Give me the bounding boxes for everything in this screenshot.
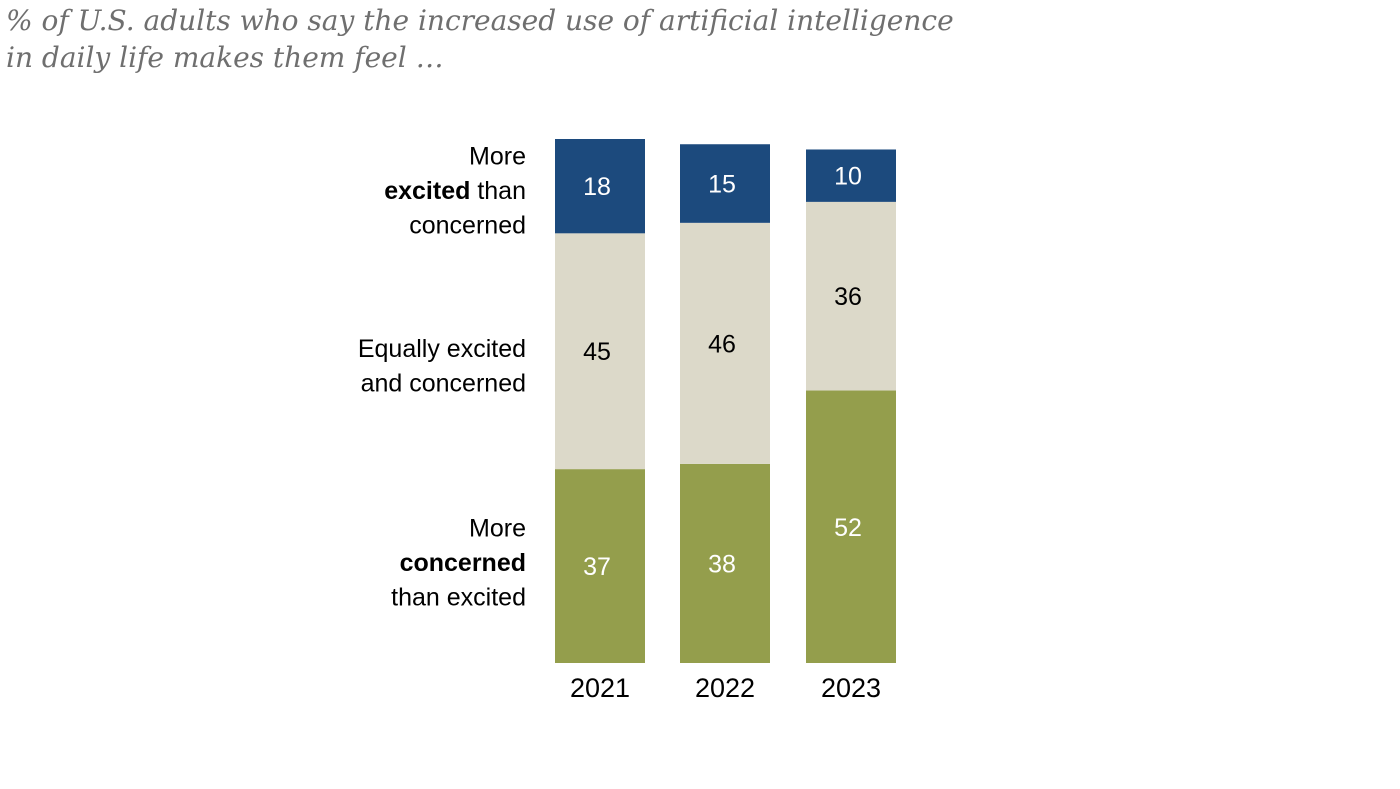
data-label-2023-2: 36 (834, 283, 862, 311)
bar-segment-2022-1 (680, 144, 770, 223)
x-tick-2022: 2022 (695, 673, 755, 703)
bar-segment-2021-1 (555, 139, 645, 234)
series-label-2: Equally excited and concerned (358, 335, 526, 398)
data-label-2022-1: 15 (708, 171, 736, 199)
bar-segment-2023-2 (806, 201, 896, 391)
series-label-3-line-2: concerned (400, 549, 526, 577)
data-label-2021-3: 37 (583, 553, 611, 581)
bar-segment-2021-3 (555, 469, 645, 663)
data-label-2021-2: 45 (583, 338, 611, 366)
series-label-1-line-3: concerned (409, 212, 526, 240)
subtitle-line-1: % of U.S. adults who say the increased u… (6, 4, 954, 37)
series-label-3-line-1: More (469, 515, 526, 543)
x-tick-2021: 2021 (570, 673, 630, 703)
series-label-2-line-2: and concerned (361, 369, 526, 397)
series-label-3-line-3: than excited (391, 584, 526, 612)
data-label-2022-2: 46 (708, 330, 736, 358)
data-label-2023-1: 10 (834, 163, 862, 191)
chart-subtitle: % of U.S. adults who say the increased u… (6, 2, 1006, 76)
bar-segment-2022-3 (680, 463, 770, 663)
x-tick-2023: 2023 (821, 673, 881, 703)
series-label-1: More excited than concerned (384, 143, 526, 240)
bar-segment-2023-3 (806, 390, 896, 663)
bar-segment-2021-2 (555, 233, 645, 470)
subtitle-line-2: in daily life makes them feel … (6, 41, 444, 74)
series-label-1-line-2: excited than (384, 177, 526, 205)
bar-segment-2022-2 (680, 222, 770, 464)
bar-segment-2023-1 (806, 149, 896, 202)
data-label-2022-3: 38 (708, 550, 736, 578)
series-label-2-line-1: Equally excited (358, 335, 526, 363)
data-label-2021-1: 18 (583, 173, 611, 201)
series-label-3: More concerned than excited (391, 515, 526, 612)
data-label-2023-3: 52 (834, 514, 862, 542)
series-label-1-line-1: More (469, 143, 526, 171)
